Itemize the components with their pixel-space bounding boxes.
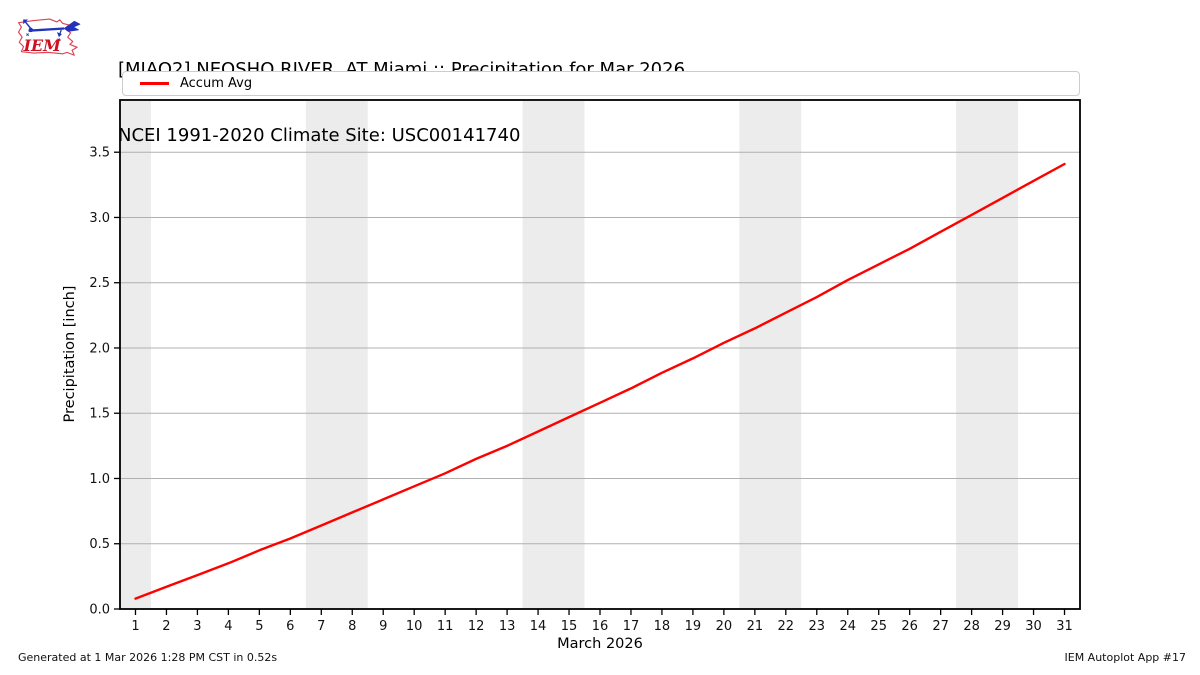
x-tick-label: 19 [685, 619, 702, 634]
y-tick-label: 1.5 [89, 407, 110, 422]
x-tick-label: 29 [994, 619, 1011, 634]
x-tick-label: 3 [193, 619, 201, 634]
x-tick-label: 26 [901, 619, 918, 634]
iem-logo-text: IEM [23, 36, 62, 55]
y-tick-label: 0.0 [89, 603, 110, 618]
x-tick-label: 25 [870, 619, 887, 634]
x-tick-label: 18 [654, 619, 671, 634]
x-tick-label: 17 [623, 619, 640, 634]
y-axis-label: Precipitation [inch] [62, 285, 78, 423]
chart-titles: [MIAO2] NEOSHO RIVER AT Miami :: Precipi… [118, 15, 685, 191]
x-tick-label: 2 [162, 619, 170, 634]
y-tick-label: 3.5 [89, 146, 110, 161]
y-tick-label: 2.0 [89, 341, 110, 356]
x-tick-label: 21 [747, 619, 764, 634]
x-tick-label: 9 [379, 619, 387, 634]
x-tick-label: 16 [592, 619, 609, 634]
app-credit: IEM Autoplot App #17 [1064, 651, 1187, 664]
x-tick-label: 23 [809, 619, 826, 634]
x-tick-label: 11 [437, 619, 454, 634]
weekend-band [956, 101, 1019, 608]
x-axis-label: March 2026 [557, 636, 643, 652]
x-tick-label: 13 [499, 619, 516, 634]
y-tick-label: 1.0 [89, 472, 110, 487]
weekend-band [522, 101, 585, 608]
x-tick-label: 20 [716, 619, 733, 634]
x-tick-label: 7 [317, 619, 325, 634]
weather-vane-icon [23, 19, 81, 42]
chart-subtitle: NCEI 1991-2020 Climate Site: USC00141740 [118, 125, 521, 146]
x-tick-label: 22 [778, 619, 795, 634]
iem-logo: IEM [17, 18, 81, 56]
x-tick-label: 28 [963, 619, 980, 634]
x-tick-label: 5 [255, 619, 263, 634]
x-tick-label: 24 [839, 619, 856, 634]
weekend-band [739, 101, 802, 608]
x-tick-label: 30 [1025, 619, 1042, 634]
y-tick-label: 0.5 [89, 537, 110, 552]
x-tick-label: 8 [348, 619, 356, 634]
y-tick-label: 2.5 [89, 276, 110, 291]
x-tick-label: 4 [224, 619, 232, 634]
legend-line-sample [140, 82, 169, 85]
x-tick-label: 27 [932, 619, 949, 634]
x-tick-label: 12 [468, 619, 485, 634]
weekend-band [120, 101, 151, 608]
x-tick-label: 15 [561, 619, 578, 634]
generated-timestamp: Generated at 1 Mar 2026 1:28 PM CST in 0… [18, 651, 278, 664]
weekend-band [305, 101, 368, 608]
x-tick-label: 14 [530, 619, 547, 634]
x-tick-label: 31 [1056, 619, 1073, 634]
x-tick-label: 10 [406, 619, 423, 634]
y-tick-label: 3.0 [89, 211, 110, 226]
x-tick-label: 6 [286, 619, 294, 634]
x-tick-label: 1 [131, 619, 139, 634]
legend-label: Accum Avg [180, 76, 253, 91]
legend: Accum Avg [122, 71, 1080, 96]
accum-avg-line [134, 162, 1066, 600]
